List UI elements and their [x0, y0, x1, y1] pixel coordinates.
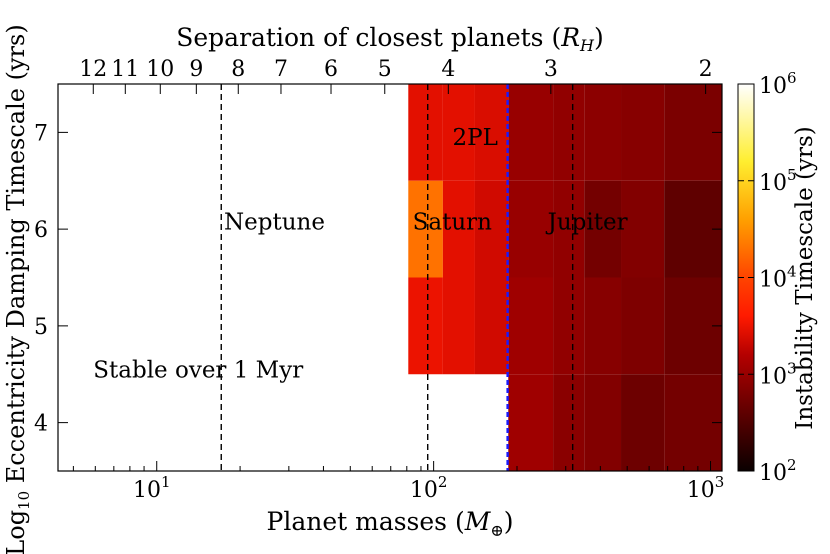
heatmap-cell: [442, 277, 475, 375]
top-tick-label: 11: [111, 57, 139, 82]
colorbar-tick-label: 104: [759, 263, 797, 293]
x-tick-label: 101: [133, 473, 171, 503]
y-axis-ticks: 4 5 6 7: [34, 121, 722, 437]
heatmap-cell: [508, 374, 554, 471]
heatmap-cell: [621, 277, 665, 375]
heatmap-cell: [553, 180, 585, 278]
annotation-label: Jupiter: [546, 209, 628, 235]
heatmap-cell: [621, 374, 665, 471]
heatmap-cell: [508, 277, 554, 375]
annotations: Neptune Saturn Jupiter 2PL Stable over 1 Myr: [93, 125, 627, 383]
plot-frame: [57, 83, 723, 472]
heatmap-cell: [621, 84, 665, 181]
x-tick-label: 103: [687, 473, 725, 503]
top-axis-ticks: 12 11 10 9 8 7 6 5 4 3 2: [79, 57, 713, 94]
top-tick-label: 10: [146, 57, 174, 82]
heatmap-cell: [442, 84, 475, 181]
heatmap-cell: [474, 84, 509, 181]
top-tick-label: 3: [544, 57, 558, 82]
heatmap-cell: [553, 277, 585, 375]
y-tick-label: 5: [34, 315, 48, 340]
y-tick-label: 6: [34, 218, 48, 243]
x-tick-label: 102: [410, 473, 448, 503]
top-tick-label: 4: [441, 57, 455, 82]
heatmap-cell: [584, 374, 622, 471]
colorbar-label: Instability Timescale (yrs): [792, 126, 818, 430]
heatmap-cell: [584, 84, 622, 181]
top-tick-label: 12: [79, 57, 107, 82]
heatmap-cell: [584, 277, 622, 375]
top-tick-label: 7: [274, 57, 288, 82]
heatmap-cell: [621, 180, 665, 278]
heatmap-cell: [508, 180, 554, 278]
x-axis-label: Planet masses (M⊕): [267, 507, 514, 540]
top-tick-label: 2: [699, 57, 713, 82]
heatmap-cell: [584, 180, 622, 278]
heatmap-cell: [553, 374, 585, 471]
y-tick-label: 7: [34, 121, 48, 146]
annotation-label: Neptune: [224, 209, 325, 235]
reference-lines: [220, 84, 574, 471]
heatmap-cell: [508, 84, 554, 181]
colorbar-tick-label: 103: [759, 359, 797, 389]
top-tick-label: 8: [231, 57, 245, 82]
top-tick-label: 5: [378, 57, 392, 82]
heatmap-cell: [408, 84, 443, 181]
annotation-label: Saturn: [413, 209, 493, 235]
y-axis-label: Log10 Eccentricity Damping Timescale (yr…: [2, 24, 33, 554]
colorbar-tick-label: 102: [759, 456, 797, 486]
x-axis-ticks: 101 102 103: [72, 461, 725, 503]
colorbar-tick-label: 106: [759, 69, 797, 99]
heatmap-cell: [408, 277, 443, 375]
heatmap-cell: [553, 84, 585, 181]
top-axis-label: Separation of closest planets (RH): [176, 23, 604, 55]
heatmap-cell: [408, 180, 443, 278]
colorbar-tick-label: 105: [759, 166, 797, 196]
y-tick-label: 4: [34, 412, 48, 437]
colorbar-ticks: 102 103 104 105 106: [738, 69, 797, 486]
annotation-label: 2PL: [453, 125, 498, 151]
top-tick-label: 9: [189, 57, 203, 82]
top-tick-label: 6: [324, 57, 338, 82]
annotation-label: Stable over 1 Myr: [93, 357, 303, 383]
heatmap-cell: [442, 180, 475, 278]
heatmap-cell: [474, 277, 509, 375]
heatmap-cell: [474, 180, 509, 278]
